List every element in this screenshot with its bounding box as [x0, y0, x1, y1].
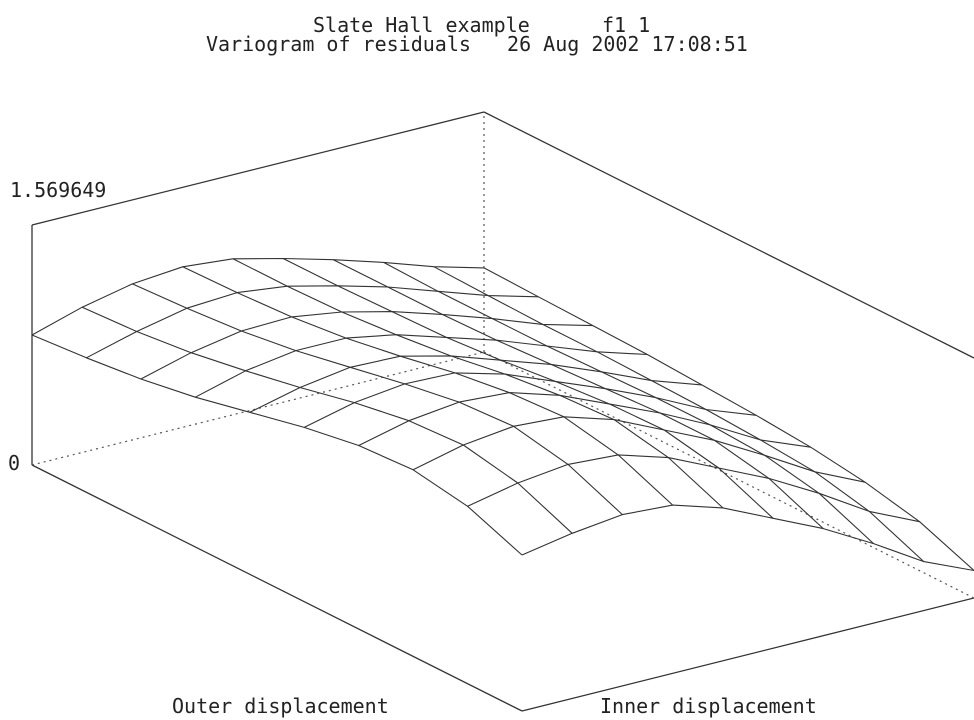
y-axis-label: Inner displacement — [600, 694, 817, 718]
surface-mesh-line-inner-1 — [81, 306, 573, 534]
surface-mesh-line-outer-4 — [303, 372, 757, 428]
surface-mesh-line-outer-0 — [521, 504, 974, 572]
box-edge-top-right — [483, 111, 974, 359]
surface-mesh-line-outer-6 — [195, 334, 648, 398]
chart-title-line1: Slate Hall example f1 1 — [313, 13, 650, 37]
chart-title-line2: Variogram of residuals 26 Aug 2002 17:08… — [206, 32, 748, 56]
surface-mesh — [31, 257, 974, 572]
z-tick-label-max: 1.569649 — [10, 178, 106, 202]
surface-mesh-line-outer-8 — [86, 285, 539, 359]
bounding-box — [31, 111, 974, 712]
surface-mesh-line-inner-9 — [483, 267, 974, 571]
surface-mesh-line-outer-5 — [249, 355, 702, 413]
surface-mesh-line-inner-4 — [232, 258, 724, 509]
z-tick-label-zero: 0 — [8, 451, 20, 475]
surface-mesh-line-inner-6 — [333, 259, 824, 530]
surface-mesh-line-inner-2 — [132, 283, 623, 516]
x-axis-label: Outer displacement — [172, 694, 389, 718]
surface-mesh-line-outer-3 — [358, 392, 811, 448]
surface-mesh-line-inner-3 — [182, 266, 674, 506]
surface-mesh-line-outer-9 — [31, 257, 485, 336]
surface-mesh-line-outer-2 — [412, 416, 866, 483]
surface-mesh-line-inner-8 — [433, 266, 925, 563]
box-edge-top-left — [31, 111, 485, 226]
surface-mesh-line-outer-7 — [140, 311, 593, 380]
box-edge-inner-axis — [521, 597, 974, 712]
surface-mesh-line-inner-7 — [383, 261, 874, 545]
surface-mesh-line-inner-0 — [31, 334, 523, 556]
surface-mesh-line-outer-1 — [467, 454, 920, 523]
surface-mesh-line-inner-5 — [282, 258, 774, 519]
box-hidden-edge-back-right — [483, 351, 974, 599]
box-edge-outer-axis — [31, 464, 523, 712]
